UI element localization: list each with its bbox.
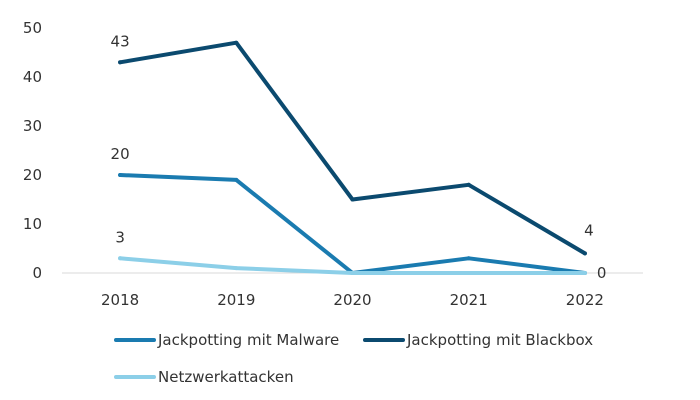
data-label: 20: [111, 145, 130, 163]
y-tick-label: 30: [23, 117, 42, 135]
data-label: 0: [597, 264, 607, 282]
data-point: [466, 271, 471, 275]
data-point: [234, 266, 239, 271]
data-point: [234, 40, 239, 45]
series-layer: [118, 40, 587, 275]
legend-label: Jackpotting mit Malware: [157, 331, 339, 349]
series-line-1: [118, 40, 587, 256]
legend-label: Netzwerkattacken: [158, 368, 294, 386]
y-tick-label: 50: [23, 19, 42, 37]
data-point: [582, 251, 587, 256]
y-tick-label: 10: [23, 215, 42, 233]
legend-label: Jackpotting mit Blackbox: [406, 331, 593, 349]
data-point: [466, 256, 471, 261]
legend: Jackpotting mit Malware Jackpotting mit B…: [114, 331, 593, 386]
x-tick-label: 2021: [450, 291, 488, 309]
series-line-0: [118, 173, 587, 275]
data-point: [118, 256, 123, 261]
y-tick-label: 40: [23, 68, 42, 86]
x-tick-label: 2022: [566, 291, 604, 309]
data-point: [118, 173, 123, 177]
x-tick-label: 2018: [101, 291, 139, 309]
data-label: 43: [111, 32, 130, 50]
data-point: [234, 177, 239, 182]
data-point: [350, 271, 355, 275]
data-label: 4: [584, 221, 594, 239]
x-tick-label: 2019: [217, 291, 255, 309]
data-point: [466, 182, 471, 187]
data-label: 3: [115, 228, 125, 246]
data-point: [118, 60, 123, 65]
data-point: [350, 197, 355, 202]
x-tick-label: 2020: [333, 291, 371, 309]
data-point: [582, 271, 587, 275]
y-tick-label: 0: [32, 264, 42, 282]
y-tick-label: 20: [23, 166, 42, 184]
